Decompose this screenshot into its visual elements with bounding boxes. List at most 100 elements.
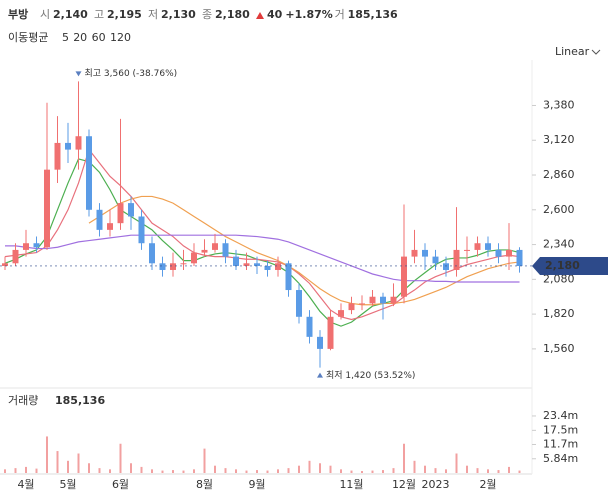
x-tick-label: 11월 [339, 478, 363, 491]
volume-bar [98, 468, 101, 473]
candle-body [96, 209, 103, 230]
candle [243, 252, 250, 270]
candle-body [338, 310, 344, 317]
y-tick-label: 1,560 [543, 342, 575, 355]
volume-today: 185,136 [348, 8, 398, 21]
volume-bar [340, 469, 342, 473]
candle [96, 203, 103, 237]
low-annotation: 최저 1,420 (53.52%) [326, 370, 415, 381]
volume-tick-label: 23.4m [543, 409, 578, 422]
x-tick-label: 6월 [112, 478, 129, 491]
candle [23, 229, 29, 257]
scale-mode[interactable]: Linear [555, 45, 590, 58]
volume-tick-label: 17.5m [543, 423, 578, 436]
candle [75, 81, 82, 170]
candle [149, 236, 155, 270]
candle [222, 239, 229, 264]
volume-bar [434, 468, 437, 473]
volume-bar [497, 470, 500, 473]
x-tick-label: 9월 [248, 478, 265, 491]
candle [485, 236, 491, 257]
volume-bar [151, 469, 153, 473]
volume-title: 거래량 [8, 394, 38, 407]
volume-bar [392, 468, 395, 473]
volume-bar [371, 470, 374, 473]
candle [359, 295, 365, 311]
volume-bar [182, 470, 185, 473]
candle-body [212, 243, 218, 250]
volume-bar [350, 470, 353, 473]
candle [44, 102, 50, 250]
candle [191, 243, 197, 266]
candle [348, 296, 355, 315]
volume-bar [277, 469, 279, 473]
volume-bar [476, 468, 479, 473]
candle [317, 330, 323, 368]
legend-entry: 120 [110, 31, 131, 44]
candle-body [243, 263, 250, 266]
x-tick-label: 2월 [479, 478, 496, 491]
candle-body [380, 296, 386, 304]
volume-bar [214, 465, 216, 473]
volume-bar [361, 471, 363, 473]
legend-entry: 20 [73, 31, 87, 44]
candle-body [2, 263, 8, 266]
candle-body [464, 249, 470, 251]
candle-body [485, 243, 491, 250]
candle [33, 236, 40, 253]
marker-high [75, 71, 82, 77]
volume-bar [256, 470, 258, 473]
volume-current: 185,136 [55, 394, 105, 407]
candle [138, 209, 145, 250]
y-tick-label: 1,820 [543, 307, 575, 320]
volume-bar [46, 436, 48, 473]
price-tag [532, 256, 608, 275]
candle-body [474, 243, 481, 250]
candle-body [359, 303, 365, 305]
candle [432, 249, 439, 270]
up-arrow [256, 12, 264, 19]
candle [12, 243, 19, 266]
ma-label: 이동평균 [8, 31, 48, 44]
candle [411, 229, 418, 264]
stock-name: 부방 [8, 7, 28, 21]
y-tick-label: 2,340 [543, 238, 575, 251]
scale-toggle[interactable]: Linear [555, 45, 601, 58]
candle [338, 303, 344, 320]
candle-body [348, 303, 355, 311]
candle [170, 252, 176, 277]
candle-body [191, 252, 197, 264]
volume-bar [130, 463, 132, 473]
quote-label: 종 [202, 8, 212, 21]
volume-bar [203, 448, 206, 473]
candle [369, 290, 376, 307]
candle [86, 129, 92, 217]
candle-body [149, 243, 155, 264]
volume-bar [25, 466, 27, 473]
volume-bar [455, 453, 458, 473]
volume-bar [266, 470, 269, 473]
candle [422, 243, 428, 270]
volume-bar [245, 470, 248, 473]
candle [159, 256, 166, 277]
candle [390, 283, 397, 307]
candle-body [422, 249, 428, 257]
volume-bar [413, 460, 416, 473]
candle-body [369, 296, 376, 304]
quote-value: 2,195 [107, 8, 142, 21]
candle [327, 310, 334, 351]
volume-bar [4, 469, 6, 473]
volume-bar [14, 468, 17, 473]
candle-body [516, 249, 523, 266]
volume-bar [67, 460, 69, 473]
candle-body [453, 249, 460, 270]
volume-bar [403, 443, 405, 473]
candle [54, 116, 61, 184]
volume-bar [287, 468, 290, 473]
candle [275, 256, 281, 277]
candle [296, 283, 302, 324]
candle-body [201, 249, 208, 253]
legend-entry: 5 [62, 31, 69, 44]
volume-bar [445, 469, 447, 473]
